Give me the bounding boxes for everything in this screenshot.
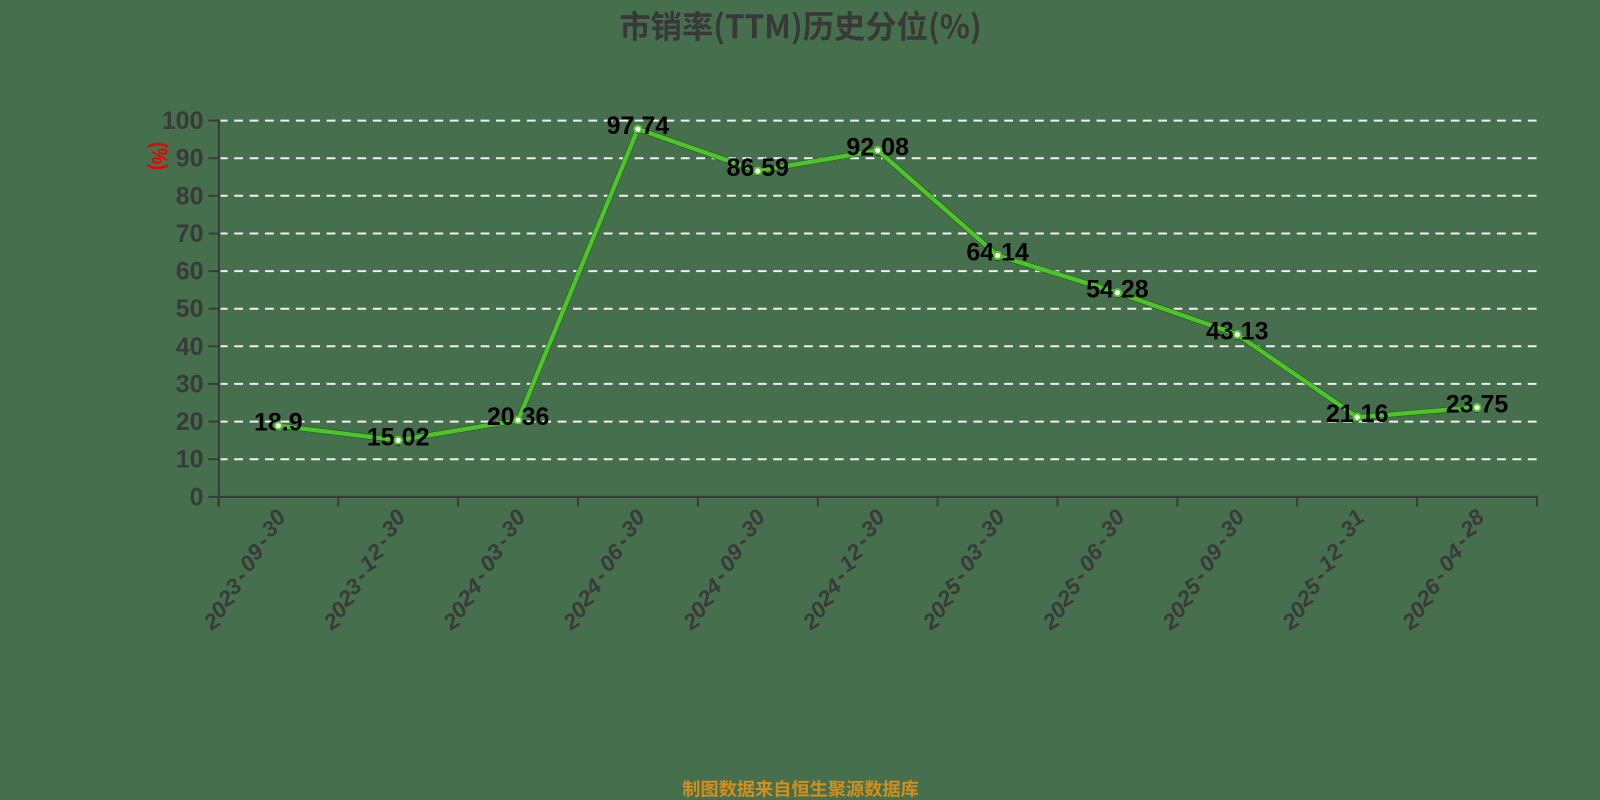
svg-text:40: 40 [176, 333, 204, 361]
svg-text:60: 60 [176, 258, 204, 286]
svg-text:100: 100 [162, 107, 204, 135]
svg-text:70: 70 [176, 220, 204, 248]
svg-text:20: 20 [176, 408, 204, 436]
svg-text:(%): (%) [146, 142, 170, 170]
svg-text:90: 90 [176, 145, 204, 173]
svg-text:10: 10 [176, 446, 204, 474]
svg-text:30: 30 [176, 370, 204, 398]
svg-text:80: 80 [176, 182, 204, 210]
svg-text:50: 50 [176, 295, 204, 323]
svg-text:0: 0 [190, 483, 204, 511]
